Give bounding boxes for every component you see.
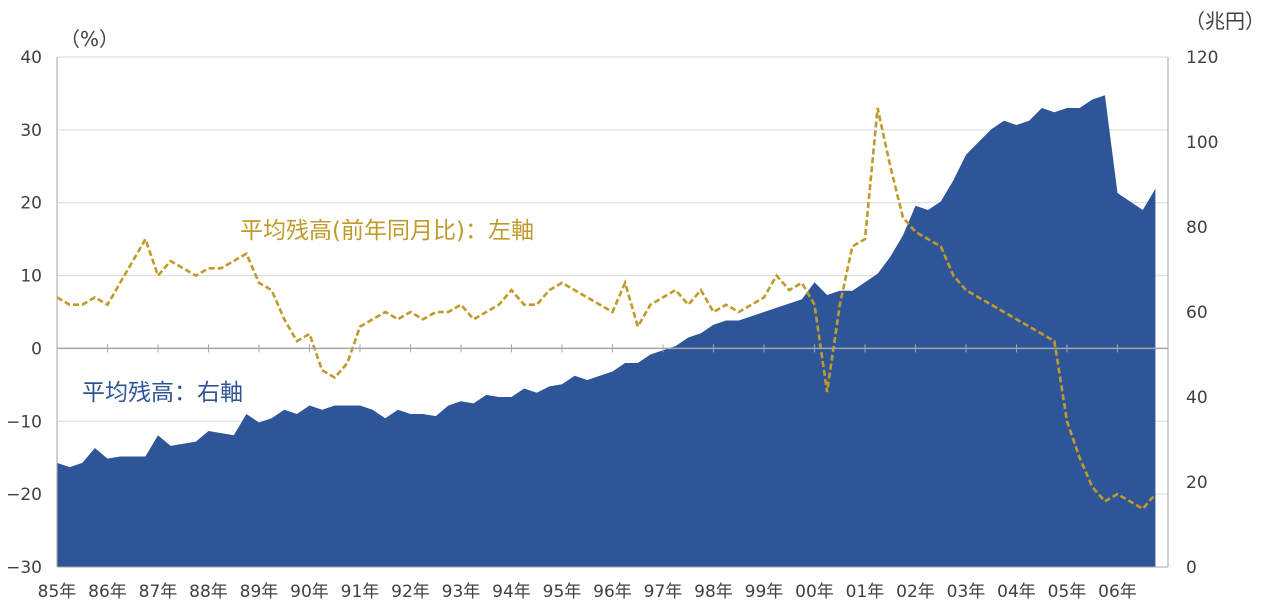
left-tick-label: −30 bbox=[6, 558, 42, 578]
x-tick-label: 89年 bbox=[240, 582, 279, 602]
x-tick-label: 92年 bbox=[391, 582, 430, 602]
left-axis-ticks: 40 30 20 10 0 −10 −20 −30 bbox=[6, 48, 42, 578]
x-tick-label: 05年 bbox=[1048, 582, 1087, 602]
right-tick-label: 20 bbox=[1186, 473, 1208, 493]
x-tick-label: 90年 bbox=[290, 582, 329, 602]
line-series-label: 平均残高(前年同月比)：左軸 bbox=[240, 218, 534, 244]
x-tick-label: 01年 bbox=[846, 582, 885, 602]
x-tick-label: 94年 bbox=[492, 582, 531, 602]
x-tick-label: 03年 bbox=[947, 582, 986, 602]
right-tick-label: 100 bbox=[1186, 133, 1218, 153]
x-tick-label: 93年 bbox=[442, 582, 481, 602]
right-axis-ticks: 120 100 80 60 40 20 0 bbox=[1186, 48, 1218, 578]
x-tick-label: 06年 bbox=[1098, 582, 1137, 602]
yoy-line-series bbox=[56, 107, 1157, 511]
right-tick-label: 0 bbox=[1186, 558, 1197, 578]
x-tick-label: 87年 bbox=[139, 582, 178, 602]
right-tick-label: 60 bbox=[1186, 303, 1208, 323]
area-series-label: 平均残高：右軸 bbox=[82, 380, 243, 406]
right-tick-label: 40 bbox=[1186, 388, 1208, 408]
x-tick-label: 85年 bbox=[38, 582, 77, 602]
axes bbox=[56, 57, 1169, 568]
left-tick-label: 0 bbox=[31, 339, 42, 359]
x-tick-label: 97年 bbox=[644, 582, 683, 602]
x-tick-label: 98年 bbox=[694, 582, 733, 602]
right-tick-label: 80 bbox=[1186, 218, 1208, 238]
balance-area-series bbox=[57, 95, 1156, 568]
x-axis-ticks: 85年 86年 87年 88年 89年 90年 91年 92年 93年 94年 95年 96年 97年 9… bbox=[38, 582, 1137, 602]
left-axis-unit: （%） bbox=[60, 27, 119, 51]
left-tick-label: −20 bbox=[6, 485, 42, 505]
right-tick-label: 120 bbox=[1186, 48, 1218, 68]
x-tick-label: 95年 bbox=[543, 582, 582, 602]
x-tick-label: 86年 bbox=[88, 582, 127, 602]
x-tick-label: 96年 bbox=[593, 582, 632, 602]
left-tick-label: −10 bbox=[6, 412, 42, 432]
x-tick-label: 00年 bbox=[795, 582, 834, 602]
left-tick-label: 30 bbox=[20, 121, 42, 141]
x-tick-label: 99年 bbox=[745, 582, 784, 602]
x-tick-label: 02年 bbox=[896, 582, 935, 602]
left-tick-label: 10 bbox=[20, 267, 42, 287]
left-tick-label: 40 bbox=[20, 48, 42, 68]
x-tick-label: 04年 bbox=[997, 582, 1036, 602]
x-tick-label: 91年 bbox=[341, 582, 380, 602]
left-tick-label: 20 bbox=[20, 194, 42, 214]
x-tick-label: 88年 bbox=[189, 582, 228, 602]
right-axis-unit: （兆円） bbox=[1185, 9, 1265, 33]
